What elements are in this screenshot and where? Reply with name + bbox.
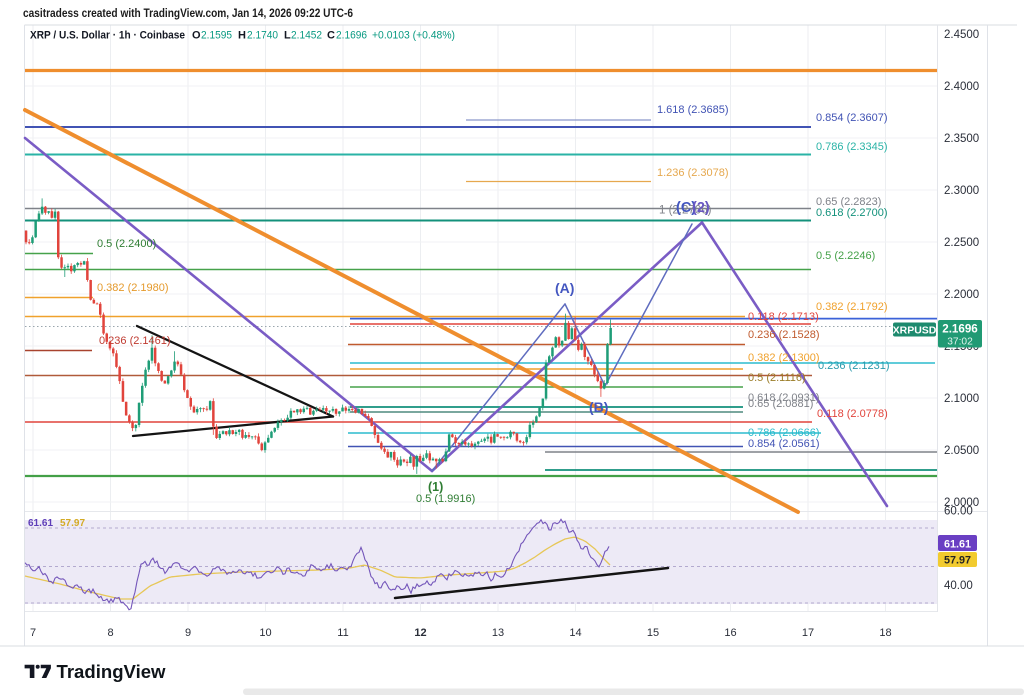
svg-text:C: C — [327, 30, 335, 42]
svg-text:13: 13 — [492, 627, 504, 639]
svg-text:37:02: 37:02 — [947, 337, 973, 348]
svg-text:2.1740: 2.1740 — [247, 30, 278, 42]
svg-text:57.97: 57.97 — [60, 518, 85, 529]
svg-text:2.0000: 2.0000 — [944, 497, 979, 509]
svg-text:(B): (B) — [589, 399, 608, 415]
svg-text:0.786 (2.3345): 0.786 (2.3345) — [816, 141, 888, 153]
svg-text:2.1000: 2.1000 — [944, 393, 979, 405]
svg-text:H: H — [238, 30, 246, 42]
svg-text:0.5 (1.9916): 0.5 (1.9916) — [416, 493, 475, 505]
svg-text:0.382 (2.1300): 0.382 (2.1300) — [748, 352, 820, 364]
svg-text:2.2000: 2.2000 — [944, 289, 979, 301]
svg-text:2.0500: 2.0500 — [944, 445, 979, 457]
svg-text:casitradess created with Tradi: casitradess created with TradingView.com… — [23, 6, 353, 20]
svg-text:TradingView: TradingView — [57, 661, 167, 682]
svg-text:15: 15 — [647, 627, 659, 639]
svg-text:0.236 (2.1461): 0.236 (2.1461) — [99, 335, 171, 347]
svg-text:2.1696: 2.1696 — [336, 30, 367, 42]
svg-text:0.65 (2.0881): 0.65 (2.0881) — [748, 398, 813, 410]
svg-text:9: 9 — [185, 627, 191, 639]
svg-text:(1): (1) — [428, 480, 443, 494]
svg-text:2.1452: 2.1452 — [291, 30, 322, 42]
svg-text:O: O — [192, 30, 201, 42]
svg-text:2.1595: 2.1595 — [201, 30, 232, 42]
svg-text:7: 7 — [30, 627, 36, 639]
svg-text:0.618 (2.2700): 0.618 (2.2700) — [816, 207, 888, 219]
svg-text:0.854 (2.0561): 0.854 (2.0561) — [748, 438, 820, 450]
svg-text:0.5 (2.2246): 0.5 (2.2246) — [816, 250, 875, 262]
svg-text:0.118 (2.1713): 0.118 (2.1713) — [748, 311, 819, 323]
svg-text:0.65 (2.2823): 0.65 (2.2823) — [816, 196, 881, 208]
svg-text:16: 16 — [724, 627, 736, 639]
svg-text:14: 14 — [569, 627, 581, 639]
svg-text:2.4000: 2.4000 — [944, 81, 979, 93]
svg-text:2.3500: 2.3500 — [944, 133, 979, 145]
svg-text:(2): (2) — [692, 200, 710, 216]
svg-text:0.854 (2.3607): 0.854 (2.3607) — [816, 112, 888, 124]
svg-text:2.2500: 2.2500 — [944, 237, 979, 249]
svg-text:XRPUSD: XRPUSD — [893, 325, 937, 337]
svg-text:11: 11 — [337, 627, 348, 639]
svg-text:17: 17 — [802, 627, 814, 639]
svg-text:1 (2.2706): 1 (2.2706) — [659, 205, 712, 217]
svg-text:0.5 (2.1116): 0.5 (2.1116) — [748, 372, 806, 384]
svg-text:1.236 (2.3078): 1.236 (2.3078) — [657, 167, 729, 179]
svg-text:L: L — [284, 30, 291, 42]
svg-text:1.618 (2.3685): 1.618 (2.3685) — [657, 104, 729, 116]
svg-text:12: 12 — [414, 627, 426, 639]
svg-text:0.382 (2.1980): 0.382 (2.1980) — [97, 282, 169, 294]
svg-text:0.382 (2.1792): 0.382 (2.1792) — [816, 301, 888, 313]
svg-text:8: 8 — [107, 627, 113, 639]
svg-text:XRP / U.S. Dollar · 1h · Coinb: XRP / U.S. Dollar · 1h · Coinbase — [30, 30, 185, 42]
svg-text:0.236 (2.1231): 0.236 (2.1231) — [818, 360, 890, 372]
svg-text:0.786 (2.0666): 0.786 (2.0666) — [748, 427, 820, 439]
svg-text:(A): (A) — [555, 280, 574, 296]
svg-text:2.1696: 2.1696 — [942, 323, 978, 336]
svg-text:61.61: 61.61 — [944, 539, 971, 551]
svg-text:0.5 (2.2400): 0.5 (2.2400) — [97, 238, 156, 250]
svg-text:0.118 (2.0778): 0.118 (2.0778) — [817, 408, 888, 420]
svg-text:18: 18 — [879, 627, 891, 639]
svg-text:57.97: 57.97 — [944, 555, 971, 567]
svg-text:40.00: 40.00 — [944, 580, 973, 592]
svg-text:2.3000: 2.3000 — [944, 185, 979, 197]
svg-text:(C): (C) — [676, 200, 696, 216]
svg-text:61.61: 61.61 — [28, 518, 53, 529]
svg-text:10: 10 — [259, 627, 271, 639]
svg-text:+0.0103 (+0.48%): +0.0103 (+0.48%) — [372, 30, 455, 42]
svg-text:60.00: 60.00 — [944, 506, 973, 518]
svg-text:2.4500: 2.4500 — [944, 29, 979, 41]
svg-text:0.236 (2.1528): 0.236 (2.1528) — [748, 329, 820, 341]
svg-text:0.618 (2.0931): 0.618 (2.0931) — [748, 392, 820, 404]
